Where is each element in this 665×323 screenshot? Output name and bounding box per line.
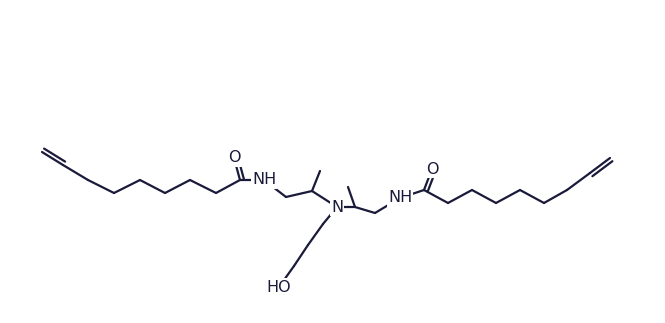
Text: HO: HO	[267, 279, 291, 295]
Text: O: O	[426, 162, 438, 176]
Text: NH: NH	[388, 191, 412, 205]
Text: NH: NH	[252, 172, 276, 187]
Text: N: N	[331, 200, 343, 214]
Text: O: O	[227, 151, 240, 165]
